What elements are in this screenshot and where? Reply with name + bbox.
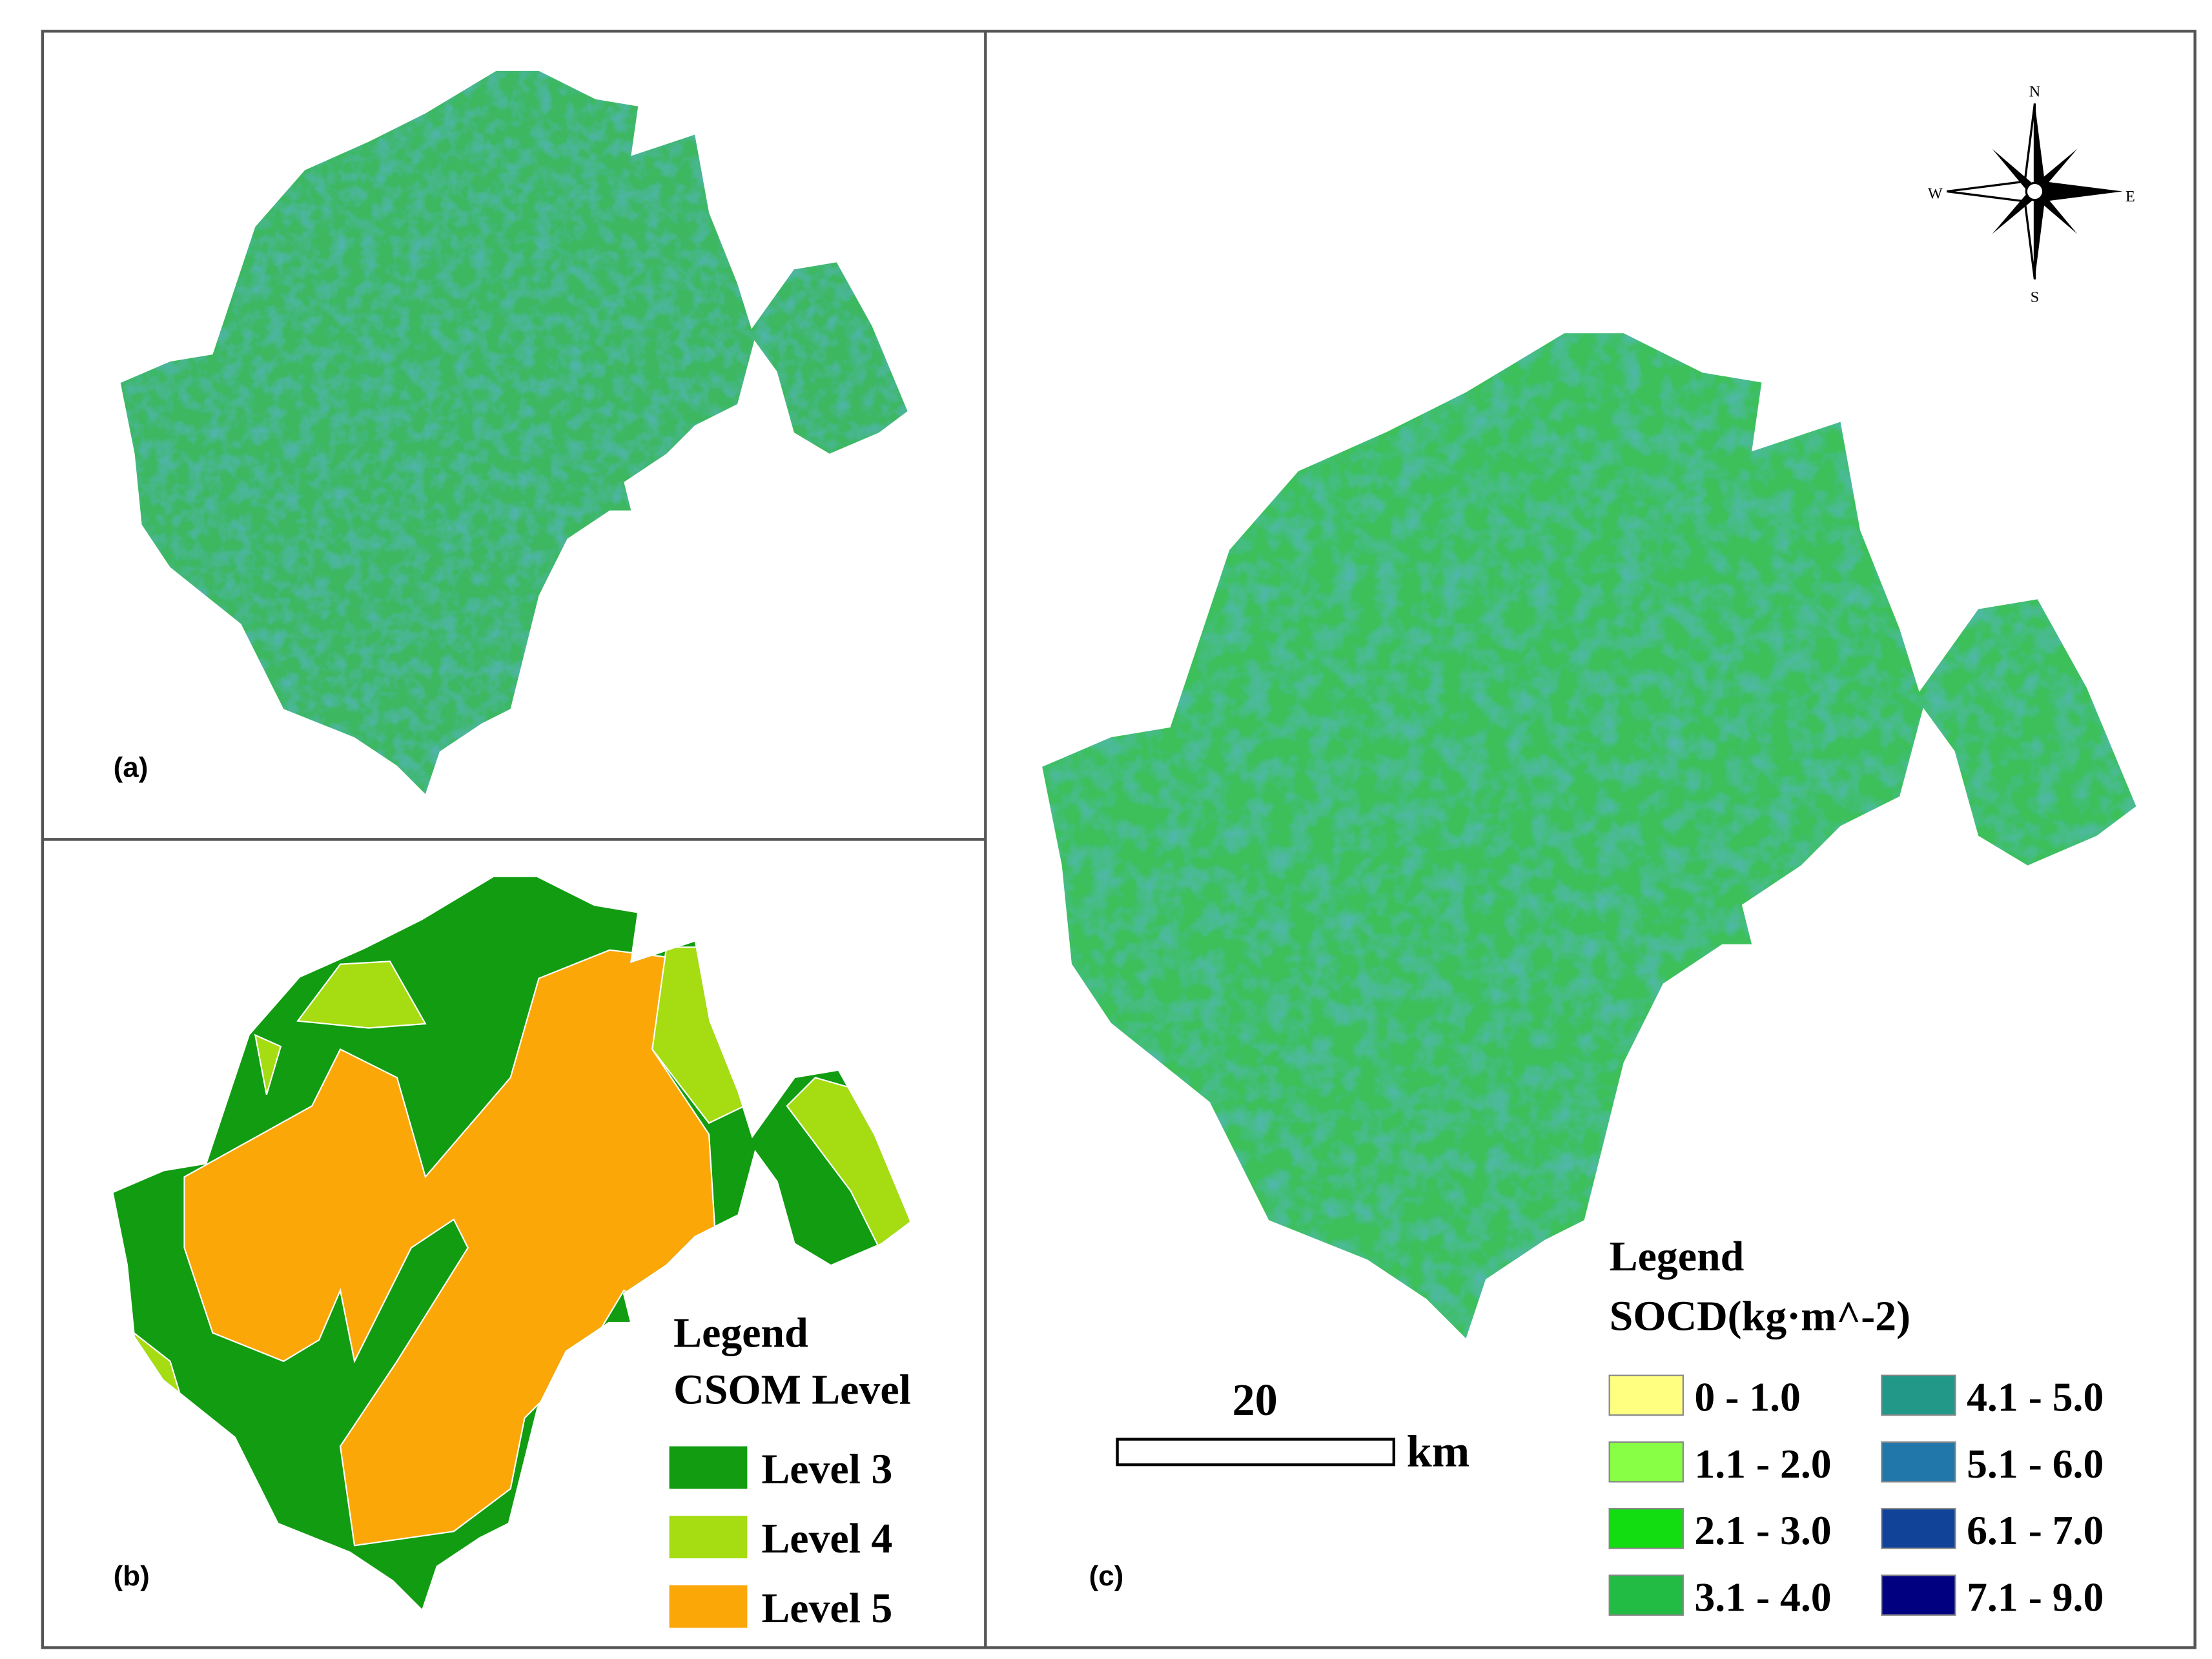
legend-swatch: [1881, 1508, 1956, 1549]
legend-swatch: [1608, 1574, 1684, 1616]
legend-label: Level 5: [761, 1585, 892, 1632]
legend-label: Level 3: [761, 1446, 892, 1493]
scale-unit: km: [1407, 1426, 1470, 1476]
legend-swatch: [669, 1585, 748, 1628]
compass-letter: N: [2029, 83, 2040, 100]
legend-label: 0 - 1.0: [1694, 1374, 1800, 1420]
panel-label: (c): [1089, 1560, 1124, 1592]
compass: [1947, 103, 2123, 280]
scale-bar: [1116, 1438, 1396, 1467]
legend-swatch: [1608, 1441, 1684, 1483]
legend-swatch: [669, 1516, 748, 1559]
legend-label: 1.1 - 2.0: [1694, 1441, 1831, 1487]
legend-swatch: [1881, 1441, 1956, 1483]
legend-swatch: [1608, 1374, 1684, 1416]
legend-label: 2.1 - 3.0: [1694, 1507, 1831, 1553]
legend-swatch: [669, 1446, 748, 1489]
frame: [41, 30, 2197, 1649]
legend-swatch: [1881, 1574, 1956, 1616]
legend-swatch: [1881, 1374, 1956, 1416]
legend-label: Level 4: [761, 1515, 892, 1562]
legend-label: 4.1 - 5.0: [1967, 1374, 2104, 1420]
legend-label: 6.1 - 7.0: [1967, 1507, 2104, 1553]
csom-map-b: [113, 877, 910, 1609]
compass-letter: E: [2125, 188, 2135, 205]
compass-letter: S: [2031, 289, 2039, 306]
socd-map-c: [1042, 333, 2136, 1339]
legend-label: 3.1 - 4.0: [1694, 1574, 1831, 1620]
legend-label: 7.1 - 9.0: [1967, 1574, 2104, 1620]
legend-heading: Legend: [673, 1310, 808, 1357]
legend-title: SOCD(kg·m^-2): [1610, 1292, 1910, 1339]
scale-value: 20: [1232, 1375, 1277, 1425]
panel-label: (b): [114, 1560, 150, 1592]
panel-label: (a): [114, 752, 148, 784]
legend-swatch: [1608, 1508, 1684, 1549]
legend-title: CSOM Level: [673, 1367, 911, 1414]
legend-label: 5.1 - 6.0: [1967, 1441, 2104, 1487]
compass-letter: W: [1928, 185, 1943, 203]
legend-heading: Legend: [1610, 1233, 1745, 1280]
socm-map-a: [120, 70, 908, 795]
